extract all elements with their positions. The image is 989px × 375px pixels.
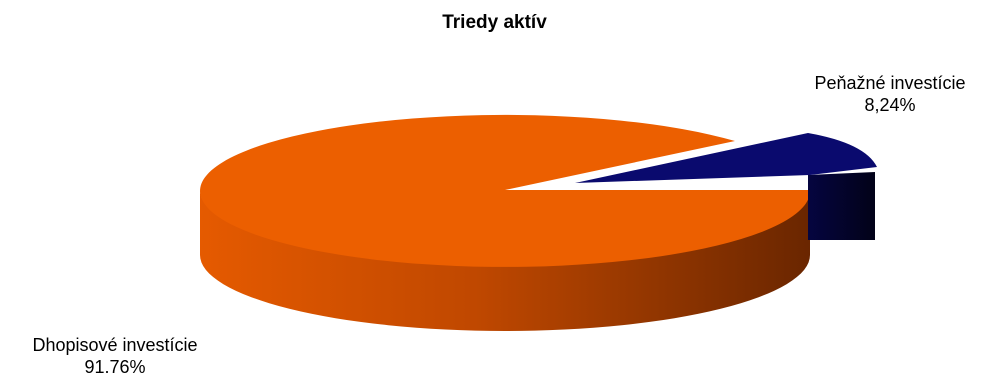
slice-cash [575,133,877,183]
slice-name-cash: Peňažné investície [814,73,966,93]
slice-bond [200,114,811,267]
chart-title: Triedy aktív [442,12,547,33]
slice-value-bond: 91.76% [84,357,146,375]
slice-label-bond: Dhopisové investície 91.76% [0,334,230,375]
slice-side-cash [808,172,875,240]
slice-label-cash: Peňažné investície 8,24% [795,72,985,116]
slice-value-cash: 8,24% [864,95,916,115]
slice-name-bond: Dhopisové investície [32,335,198,355]
slice-side-bond [200,190,810,331]
